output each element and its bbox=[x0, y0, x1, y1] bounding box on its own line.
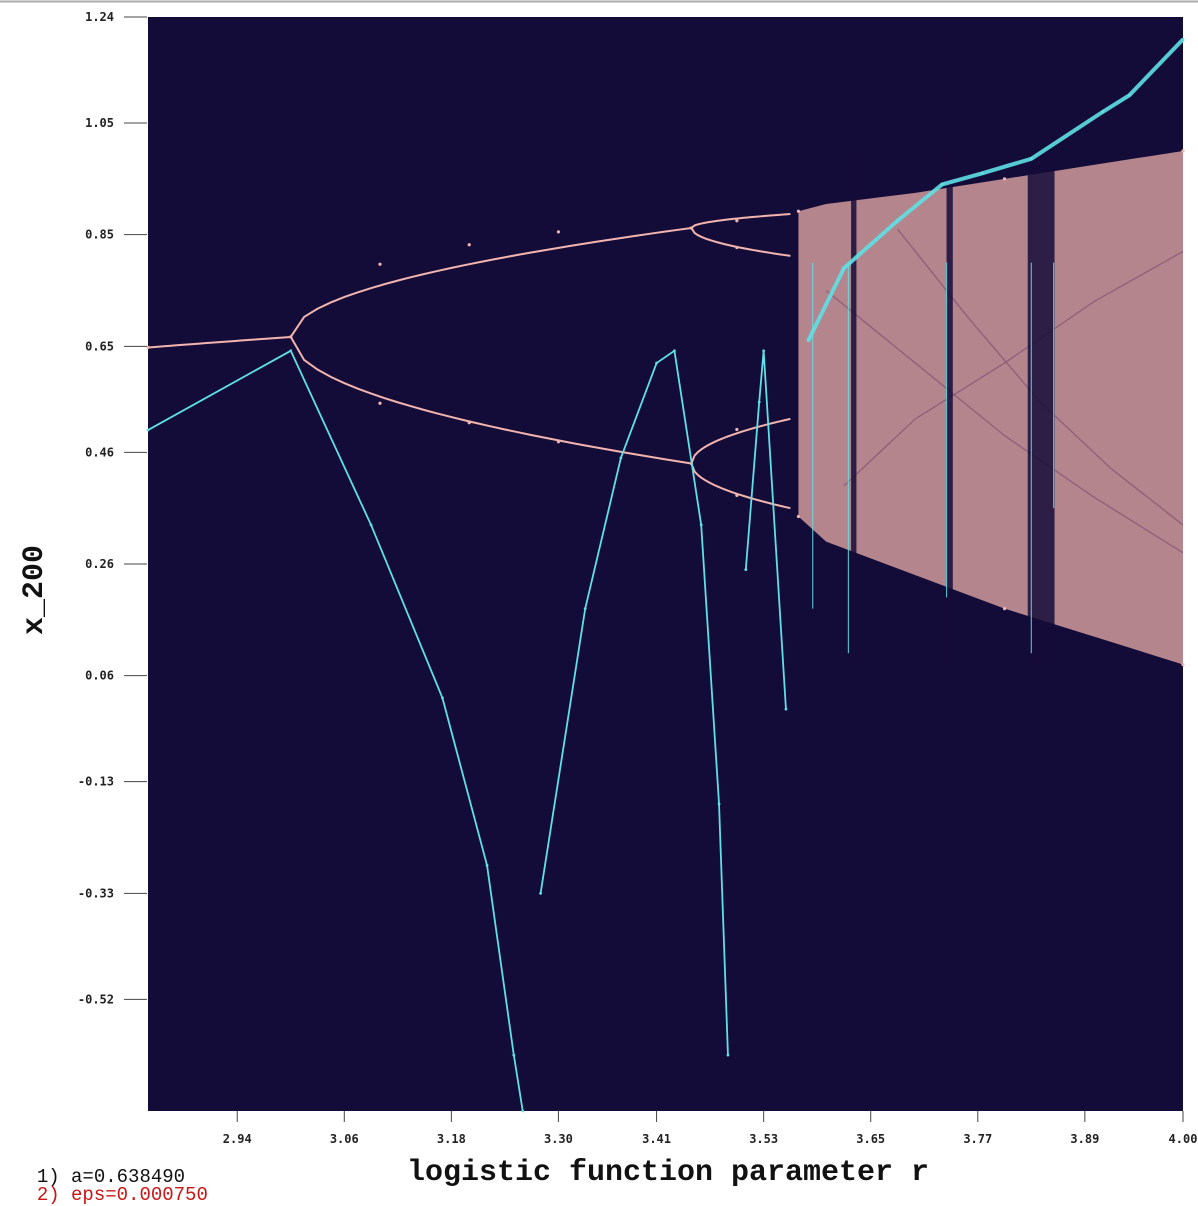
bifurcation-point bbox=[467, 243, 471, 247]
y-tick-label: -0.33 bbox=[78, 886, 114, 900]
x-tick-label: 3.41 bbox=[642, 1132, 671, 1146]
error-point bbox=[539, 891, 542, 895]
x-tick-label: 3.65 bbox=[856, 1132, 885, 1146]
y-tick-label: 1.05 bbox=[85, 116, 114, 130]
error-point bbox=[896, 219, 899, 223]
error-curve-segment bbox=[744, 350, 787, 710]
y-tick-label: 1.24 bbox=[85, 10, 114, 24]
period4-branch-c bbox=[690, 417, 791, 464]
x-tick-label: 4.00 bbox=[1169, 1132, 1198, 1146]
error-point bbox=[146, 428, 150, 432]
bifurcation-point bbox=[556, 440, 561, 444]
error-curve-segment bbox=[539, 349, 729, 1056]
error-point bbox=[806, 339, 810, 343]
x-tick-label: 3.53 bbox=[749, 1132, 778, 1146]
y-tick-label: 0.65 bbox=[85, 339, 114, 353]
error-point bbox=[1181, 37, 1185, 41]
param-eps-value: eps=0.000750 bbox=[71, 1184, 208, 1206]
fixed-point-branch bbox=[147, 336, 291, 349]
bifurcation-point bbox=[1002, 177, 1007, 181]
density-fold bbox=[825, 289, 1184, 554]
error-point bbox=[512, 1053, 516, 1057]
density-fold bbox=[843, 250, 1184, 487]
error-point bbox=[583, 607, 587, 611]
x-axis: 2.94 3.06 3.18 3.30 3.41 3.53 3.65 3.77 3.89 4.00 bbox=[223, 1111, 1198, 1146]
bifurcation-point bbox=[378, 401, 382, 405]
y-tick-label: -0.52 bbox=[78, 992, 114, 1006]
y-tick-label: 0.46 bbox=[85, 445, 114, 459]
bifurcation-point bbox=[378, 262, 382, 266]
error-point bbox=[699, 523, 703, 527]
x-tick-label: 3.30 bbox=[544, 1132, 573, 1146]
bifurcation-point bbox=[289, 335, 293, 339]
error-point bbox=[842, 266, 846, 270]
bifurcation-point bbox=[735, 245, 739, 250]
error-point bbox=[1029, 157, 1033, 161]
period4-branch-a bbox=[690, 213, 791, 229]
period2-upper-branch bbox=[289, 226, 692, 338]
y-tick-label: -0.13 bbox=[78, 775, 114, 789]
x-tick-label: 3.77 bbox=[963, 1132, 992, 1146]
error-point bbox=[673, 349, 676, 353]
bifurcation-point bbox=[735, 493, 739, 497]
periodic-window bbox=[946, 150, 953, 665]
error-point bbox=[784, 707, 788, 711]
error-point bbox=[726, 1053, 730, 1057]
error-point bbox=[980, 171, 984, 175]
y-axis: 1.24 1.05 0.85 0.65 0.46 0.26 0.06 -0.13 -0.33 -0… bbox=[78, 10, 147, 1006]
error-point bbox=[485, 864, 489, 867]
bifurcation-point bbox=[689, 226, 693, 230]
error-point bbox=[369, 523, 373, 527]
error-point bbox=[619, 456, 623, 460]
error-point bbox=[717, 802, 721, 806]
param-a-value: a=0.638490 bbox=[71, 1166, 186, 1188]
y-tick-label: 0.85 bbox=[85, 228, 114, 242]
y-tick-label: 0.06 bbox=[85, 669, 114, 683]
bifurcation-point bbox=[146, 345, 150, 350]
bifurcation-point bbox=[1002, 607, 1007, 611]
error-point bbox=[289, 349, 293, 353]
chaotic-band bbox=[798, 150, 1183, 665]
bifurcation-point bbox=[1181, 149, 1185, 153]
error-point bbox=[441, 696, 444, 700]
period2-lower-branch bbox=[289, 336, 692, 465]
param-a-index: 1) bbox=[36, 1166, 60, 1188]
period4-branch-b bbox=[690, 227, 791, 257]
bifurcation-point bbox=[467, 421, 471, 425]
y-axis-title: x_200 bbox=[18, 545, 52, 635]
param-eps-index: 2) bbox=[36, 1184, 60, 1206]
x-tick-label: 2.94 bbox=[223, 1132, 252, 1146]
error-point bbox=[1101, 110, 1105, 114]
error-point bbox=[521, 1109, 525, 1113]
error-point bbox=[1128, 93, 1131, 97]
error-point bbox=[757, 400, 761, 404]
periodic-window bbox=[1027, 150, 1055, 665]
bifurcation-point bbox=[735, 219, 739, 223]
bifurcation-point bbox=[735, 427, 739, 432]
series-layer bbox=[146, 37, 1185, 1113]
x-axis-title: logistic function parameter r bbox=[407, 1156, 929, 1190]
bifurcation-point bbox=[796, 209, 801, 213]
param-eps: 2) eps=0.000750 bbox=[14, 1168, 208, 1206]
bifurcation-point bbox=[1181, 662, 1185, 667]
bifurcation-point bbox=[796, 514, 801, 519]
error-point bbox=[744, 568, 748, 571]
param-a: 1) a=0.638490 bbox=[14, 1150, 186, 1188]
y-tick-label: 0.26 bbox=[85, 557, 114, 571]
bifurcation-point bbox=[556, 230, 561, 234]
x-tick-label: 3.06 bbox=[330, 1132, 359, 1146]
error-point bbox=[762, 349, 766, 353]
chaos-region-layer bbox=[798, 150, 1184, 665]
x-tick-label: 3.89 bbox=[1070, 1132, 1099, 1146]
error-point bbox=[655, 361, 658, 365]
periodic-window bbox=[851, 150, 857, 665]
x-tick-label: 3.18 bbox=[437, 1132, 466, 1146]
error-point bbox=[940, 183, 944, 186]
